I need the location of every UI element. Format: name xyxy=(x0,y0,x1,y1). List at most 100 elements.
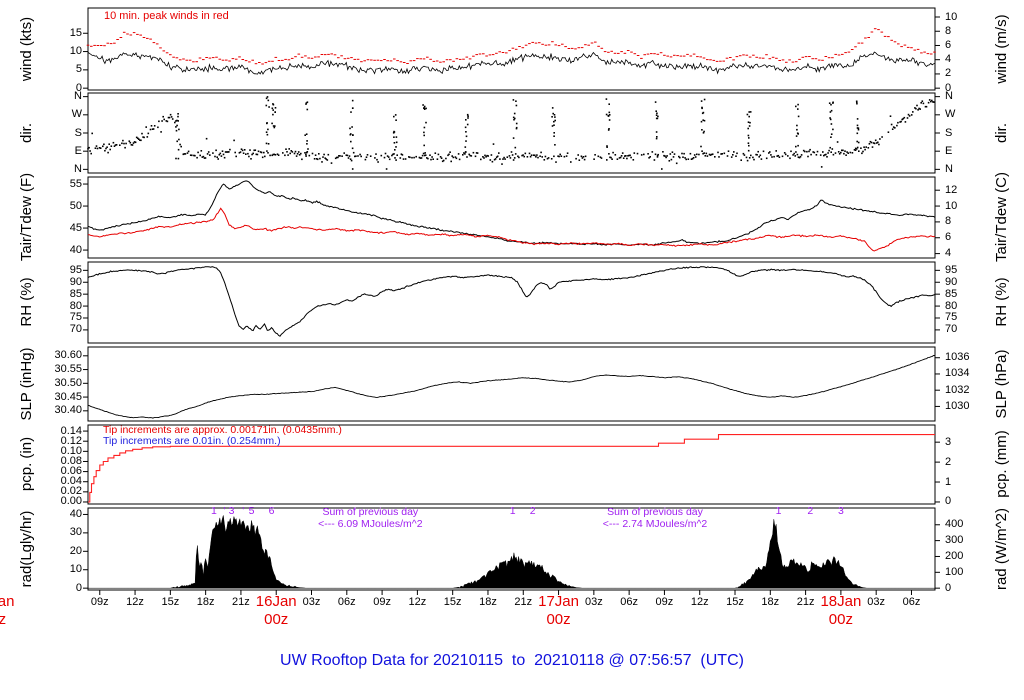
rad-hour-marker: 3 xyxy=(837,505,844,517)
y-tick-label: 1036 xyxy=(945,351,970,364)
x-date-label: 00z xyxy=(264,611,289,628)
wind-panel-frame xyxy=(87,7,936,91)
y-tick-label: 4 xyxy=(945,247,952,260)
y-tick-label: 2 xyxy=(945,455,952,468)
x-date-label: 16Jan xyxy=(255,593,297,610)
date-label-cropped-line2: 00z xyxy=(0,611,7,628)
y-tick-label: 70 xyxy=(69,323,82,336)
x-tick-label: 15z xyxy=(161,596,180,608)
y-tick-label: 30.60 xyxy=(54,349,82,362)
y-tick-label: 10 xyxy=(69,45,82,58)
rad-hour-marker: 1 xyxy=(210,505,217,517)
tair-line xyxy=(87,180,936,246)
x-tick-label: 09z xyxy=(655,596,674,608)
rad-hour-marker: 6 xyxy=(268,505,275,517)
x-tick-label: 09z xyxy=(90,596,109,608)
y-tick-label: 1 xyxy=(945,475,952,488)
y-tick-label: 8 xyxy=(945,215,952,228)
y-tick-label: 0.04 xyxy=(60,475,82,488)
y-tick-label: 30.55 xyxy=(54,363,82,376)
y-tick-label: 0.12 xyxy=(60,434,82,447)
y-tick-label: N xyxy=(74,90,82,103)
y-tick-label: 3 xyxy=(945,435,952,448)
rad-panel-frame xyxy=(87,507,936,591)
x-date-label: 17Jan xyxy=(538,593,579,610)
dir-panel-frame xyxy=(87,92,936,174)
rad-hour-marker: 1 xyxy=(509,505,516,517)
slp-line xyxy=(87,354,936,419)
chart-title: UW Rooftop Data for 20210115 to 20210118… xyxy=(280,652,744,669)
y-tick-label: 0.10 xyxy=(60,444,82,457)
y-tick-label: 1030 xyxy=(945,399,970,412)
x-tick-label: 15z xyxy=(726,596,744,608)
y-tick-label: 75 xyxy=(69,311,82,324)
x-date-label: 00z xyxy=(546,611,571,628)
y-tick-label: 30.50 xyxy=(54,376,82,389)
y-tick-label: 45 xyxy=(69,221,82,234)
y-tick-label: 0 xyxy=(75,81,82,94)
pcp-panel-frame xyxy=(87,424,936,505)
y-tick-label: 75 xyxy=(945,311,958,324)
y-tick-label: 200 xyxy=(945,549,964,562)
y-tick-label: 40 xyxy=(69,507,82,520)
y-tick-label: 4 xyxy=(945,53,952,66)
temp-panel-frame xyxy=(87,176,936,259)
y-tick-label: 55 xyxy=(69,177,82,190)
wind-direction-scatter xyxy=(87,96,935,170)
rad-sum-value: <--- 2.74 MJoules/m^2 xyxy=(602,518,708,530)
y-tick-label: 12 xyxy=(945,183,958,196)
rad-sum-value: <--- 6.09 MJoules/m^2 xyxy=(318,518,423,530)
precip-accum-step-line xyxy=(88,434,935,503)
tip-increment-note-1: Tip increments are approx. 0.00171in. (0… xyxy=(103,424,342,436)
y-tick-label: W xyxy=(71,108,82,121)
y-tick-label: N xyxy=(945,90,953,103)
y-tick-label: 80 xyxy=(69,299,82,312)
y-tick-label: 100 xyxy=(945,565,964,578)
x-tick-label: 06z xyxy=(620,596,638,608)
x-tick-label: 12z xyxy=(690,596,709,608)
x-tick-label: 12z xyxy=(408,596,427,608)
x-tick-label: 09z xyxy=(373,596,391,608)
y-tick-label: 10 xyxy=(69,563,82,576)
y-tick-label: 30.40 xyxy=(54,404,82,417)
x-tick-label: 03z xyxy=(584,596,603,608)
rad-hour-marker: 2 xyxy=(807,505,814,517)
wind-peak-10min-dashes xyxy=(86,28,936,65)
y-tick-label: E xyxy=(945,144,953,157)
y-tick-label: 2 xyxy=(945,67,952,80)
rad-hour-marker: ' xyxy=(223,505,226,517)
x-tick-label: 03z xyxy=(867,596,886,608)
y-tick-label: 95 xyxy=(945,263,958,276)
y-tick-label: 95 xyxy=(69,263,82,276)
y-tick-label: 90 xyxy=(945,275,958,288)
x-tick-label: 21z xyxy=(796,596,815,608)
rad-hour-marker: ' xyxy=(242,505,245,517)
y-tick-label: 5 xyxy=(75,63,82,76)
x-tick-label: 18z xyxy=(479,596,497,608)
wind-avg-line xyxy=(87,51,936,75)
rh-line xyxy=(87,266,936,337)
y-tick-label: 0.02 xyxy=(60,485,82,498)
y-tick-label: 20 xyxy=(69,544,82,557)
x-tick-label: 21z xyxy=(514,596,533,608)
x-date-label: 18Jan xyxy=(820,593,862,610)
y-tick-label: 0.00 xyxy=(60,495,82,508)
tdew-line xyxy=(88,207,936,252)
y-tick-label: 10 xyxy=(945,10,958,23)
rh-panel-frame xyxy=(87,261,936,344)
y-tick-label: 15 xyxy=(69,26,82,39)
y-tick-label: N xyxy=(945,162,953,175)
slp-panel-frame xyxy=(87,346,936,422)
y-tick-label: 400 xyxy=(945,518,964,531)
y-tick-label: 6 xyxy=(945,231,952,244)
y-tick-label: 0.14 xyxy=(60,424,82,437)
rad-hour-marker: 1 xyxy=(775,505,782,517)
rad-hour-marker: 3 xyxy=(228,505,235,517)
y-tick-label: 90 xyxy=(69,275,82,288)
y-tick-label: 8 xyxy=(945,24,952,37)
y-tick-label: 10 xyxy=(945,199,958,212)
y-tick-label: 0 xyxy=(945,581,952,594)
x-tick-label: 15z xyxy=(443,596,462,608)
y-tick-label: 30.45 xyxy=(54,390,82,403)
